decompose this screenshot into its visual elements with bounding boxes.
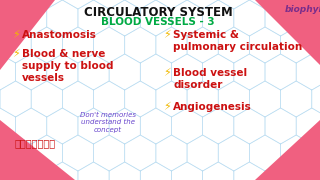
Text: Angiogenesis: Angiogenesis bbox=[173, 102, 252, 112]
Text: CIRCULATORY SYSTEM: CIRCULATORY SYSTEM bbox=[84, 6, 232, 19]
Polygon shape bbox=[255, 120, 320, 180]
Text: Systemic &
pulmonary circulation: Systemic & pulmonary circulation bbox=[173, 30, 302, 52]
Text: BLOOD VESSELS - 3: BLOOD VESSELS - 3 bbox=[101, 17, 215, 27]
Polygon shape bbox=[0, 120, 75, 180]
Text: தமிழில்: தமிழில் bbox=[15, 138, 56, 148]
Text: ⚡: ⚡ bbox=[163, 102, 171, 112]
Polygon shape bbox=[255, 0, 320, 65]
Text: ⚡: ⚡ bbox=[12, 30, 20, 40]
Text: ⚡: ⚡ bbox=[163, 30, 171, 40]
Text: biophyll: biophyll bbox=[284, 5, 320, 14]
Text: Anastomosis: Anastomosis bbox=[22, 30, 97, 40]
Polygon shape bbox=[0, 0, 55, 70]
Text: Blood vessel
disorder: Blood vessel disorder bbox=[173, 68, 247, 90]
Text: Don't memories
understand the
concept: Don't memories understand the concept bbox=[80, 112, 136, 133]
Text: Blood & nerve
supply to blood
vessels: Blood & nerve supply to blood vessels bbox=[22, 49, 114, 83]
Text: ⚡: ⚡ bbox=[163, 68, 171, 78]
Text: ⚡: ⚡ bbox=[12, 49, 20, 59]
